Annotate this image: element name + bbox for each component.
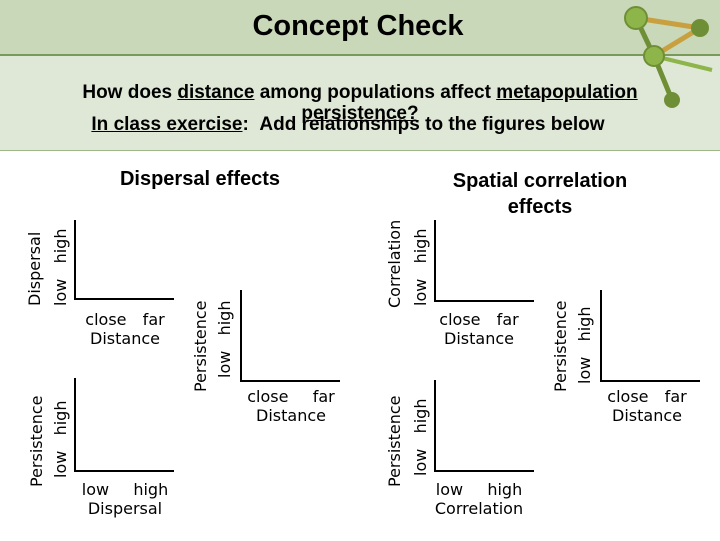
- distance-term: distance: [177, 82, 255, 103]
- x-axis-ticks: close far: [439, 310, 519, 329]
- question-text: How does: [82, 82, 178, 103]
- x-axis-labels: close far Distance: [70, 310, 180, 348]
- y-axis-title: Persistence: [191, 300, 210, 392]
- exercise-line: In class exercise: Add relationships to …: [0, 114, 708, 136]
- dispersal-effects-heading: Dispersal effects: [119, 168, 281, 190]
- y-axis-title: Persistence: [385, 395, 404, 487]
- x-axis-title: Distance: [444, 329, 514, 348]
- x-axis-line: [600, 380, 700, 382]
- y-axis-ticks: low high: [411, 228, 430, 306]
- x-axis-ticks: close far: [247, 387, 335, 406]
- x-axis-title: Distance: [612, 406, 682, 425]
- y-axis-title: Correlation: [385, 219, 404, 308]
- x-axis-ticks: low high: [435, 480, 523, 499]
- x-axis-labels: close far Distance: [424, 310, 534, 348]
- x-axis-line: [74, 298, 174, 300]
- y-axis-ticks: low high: [51, 228, 70, 306]
- exercise-colon: :: [242, 114, 249, 135]
- persistence-term: persistence?: [301, 103, 419, 124]
- y-axis-ticks: low high: [215, 300, 234, 378]
- x-axis-line: [240, 380, 340, 382]
- y-axis-ticks: low high: [411, 398, 430, 476]
- y-axis-line: [434, 380, 436, 472]
- network-graphic-icon: [624, 6, 713, 108]
- x-axis-ticks: close far: [85, 310, 165, 329]
- x-axis-labels: close far Distance: [592, 387, 702, 425]
- question-text: among populations affect: [254, 82, 497, 103]
- metapopulation-term: metapopulation: [496, 82, 638, 103]
- y-axis-title: Dispersal: [25, 231, 44, 306]
- exercise-label: In class exercise: [91, 114, 243, 135]
- x-axis-line: [74, 470, 174, 472]
- x-axis-title: Correlation: [434, 499, 524, 518]
- slide-title: Concept Check: [252, 10, 464, 42]
- question-line-1: How does distance among populations affe…: [0, 82, 720, 104]
- y-axis-line: [74, 220, 76, 300]
- spatial-correlation-heading: Spatial correlation effects: [452, 170, 628, 218]
- x-axis-title: Dispersal: [87, 499, 163, 518]
- title-bar: Concept Check: [0, 0, 720, 56]
- y-axis-ticks: low high: [575, 306, 594, 384]
- y-axis-title: Persistence: [551, 300, 570, 392]
- x-axis-labels: low high Dispersal: [70, 480, 180, 518]
- y-axis-line: [600, 290, 602, 382]
- x-axis-line: [434, 300, 534, 302]
- x-axis-labels: low high Correlation: [424, 480, 534, 518]
- x-axis-labels: close far Distance: [236, 387, 346, 425]
- question-line-2: persistence?: [0, 103, 720, 125]
- y-axis-line: [434, 220, 436, 302]
- y-axis-ticks: low high: [51, 400, 70, 478]
- exercise-text: Add relationships to the figures below: [259, 114, 605, 135]
- x-axis-ticks: close far: [607, 387, 687, 406]
- y-axis-line: [74, 378, 76, 472]
- x-axis-title: Distance: [90, 329, 160, 348]
- x-axis-ticks: low high: [81, 480, 169, 499]
- x-axis-line: [434, 470, 534, 472]
- x-axis-title: Distance: [256, 406, 326, 425]
- y-axis-title: Persistence: [27, 395, 46, 487]
- y-axis-line: [240, 290, 242, 382]
